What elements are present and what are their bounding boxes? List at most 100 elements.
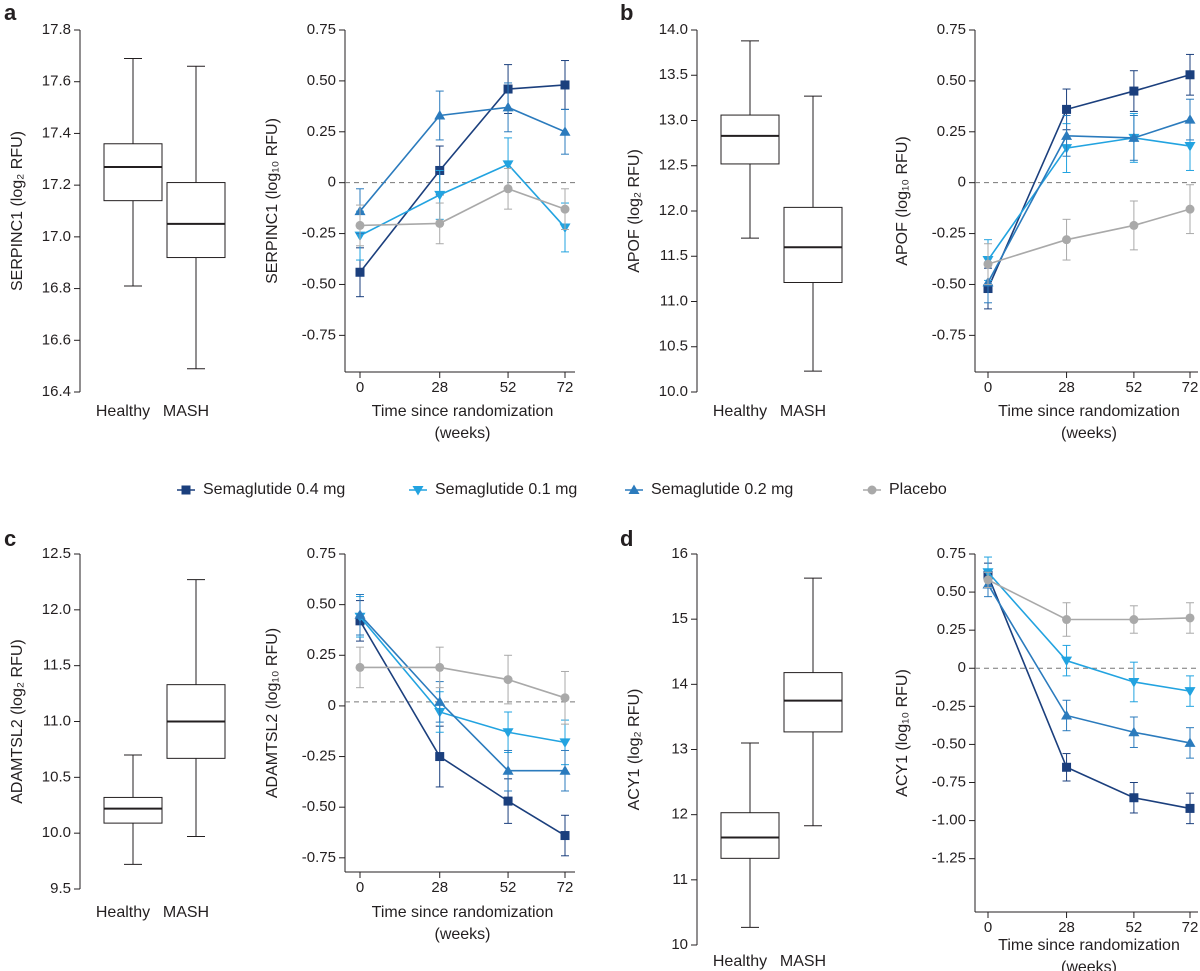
marker — [434, 110, 446, 120]
marker — [560, 80, 570, 90]
y-tick-label: 9.5 — [50, 880, 71, 897]
y-tick-label: 12 — [671, 806, 688, 823]
series-line — [359, 614, 565, 772]
panel-label: b — [620, 0, 633, 25]
marker — [434, 696, 446, 706]
x-tick-label: Healthy — [713, 403, 767, 420]
box — [720, 114, 780, 165]
marker — [1129, 220, 1139, 230]
x-axis-label: Time since randomization — [372, 904, 554, 921]
x-tick-label: 28 — [431, 879, 448, 896]
y-tick-label: 16 — [671, 545, 688, 562]
y-tick-label: 17.8 — [42, 21, 71, 38]
legend-label: Semaglutide 0.1 mg — [435, 481, 577, 498]
panel-label: a — [4, 0, 17, 25]
y-tick-label: 11.0 — [43, 712, 71, 729]
y-tick-label: 0.75 — [937, 21, 966, 38]
marker — [1061, 709, 1073, 720]
legend-label: Semaglutide 0.4 mg — [203, 481, 345, 498]
x-tick-label: 72 — [1182, 919, 1199, 936]
x-tick-label: 72 — [557, 879, 574, 896]
y-tick-label: 16.4 — [42, 383, 71, 400]
marker — [503, 675, 513, 685]
y-axis-label: ACY1 (log₁₀ RFU) — [894, 669, 911, 797]
marker — [983, 575, 993, 585]
y-tick-label: 11.5 — [660, 247, 688, 264]
y-axis-label: APOF (log₁₀ RFU) — [894, 136, 911, 265]
marker — [435, 218, 445, 228]
y-axis-label: SERPINC1 (log₂ RFU) — [9, 131, 26, 291]
y-tick-label: 10.0 — [42, 824, 71, 841]
marker — [355, 220, 365, 230]
panel-label: c — [4, 526, 16, 551]
y-tick-label: 13 — [671, 740, 688, 757]
y-tick-label: 14.0 — [659, 21, 688, 38]
y-tick-label: 0 — [958, 659, 966, 676]
y-tick-label: 15 — [671, 610, 688, 627]
y-tick-label: -0.50 — [932, 275, 966, 292]
marker — [502, 765, 514, 775]
series-line — [360, 666, 566, 699]
y-tick-label: -0.75 — [302, 326, 336, 343]
x-tick-label: MASH — [780, 953, 826, 970]
box — [103, 796, 163, 824]
y-tick-label: 17.2 — [42, 176, 71, 193]
box — [103, 143, 163, 202]
x-tick-label: 52 — [1126, 379, 1143, 396]
y-tick-label: 0.25 — [307, 646, 336, 663]
y-tick-label: -0.25 — [302, 225, 336, 242]
marker — [502, 101, 514, 112]
marker — [560, 831, 570, 841]
y-tick-label: 0.25 — [307, 123, 336, 140]
y-axis-label: ADAMTSL2 (log₁₀ RFU) — [264, 628, 281, 798]
y-tick-label: 0.75 — [307, 545, 336, 562]
x-tick-label: 72 — [557, 379, 574, 396]
series-line — [987, 584, 1191, 744]
y-tick-label: -0.50 — [302, 275, 336, 292]
series-line — [987, 571, 1191, 692]
legend-label: Semaglutide 0.2 mg — [651, 481, 793, 498]
x-tick-label: MASH — [163, 904, 209, 921]
marker — [560, 204, 570, 214]
y-tick-label: -0.50 — [932, 735, 966, 752]
x-axis-label: (weeks) — [1061, 425, 1117, 442]
marker — [559, 126, 571, 136]
y-tick-label: 17.4 — [42, 124, 71, 141]
marker — [867, 485, 877, 495]
x-tick-label: 28 — [431, 379, 448, 396]
marker — [1185, 803, 1195, 813]
marker — [181, 485, 191, 495]
panel-label: d — [620, 526, 633, 551]
marker — [1128, 132, 1140, 142]
x-tick-label: MASH — [163, 403, 209, 420]
marker — [1062, 762, 1072, 772]
y-tick-label: 12.0 — [42, 601, 71, 618]
marker — [560, 693, 570, 703]
x-tick-label: MASH — [780, 403, 826, 420]
marker — [628, 484, 640, 494]
y-tick-label: 12.5 — [42, 545, 71, 562]
box — [166, 182, 226, 259]
y-axis-label: ACY1 (log₂ RFU) — [626, 689, 643, 811]
marker — [1129, 793, 1139, 803]
marker — [1061, 656, 1073, 667]
series-line — [359, 84, 566, 273]
box — [783, 206, 843, 283]
marker — [502, 160, 514, 170]
x-tick-label: 0 — [356, 379, 364, 396]
marker — [435, 662, 445, 672]
x-tick-label: 52 — [500, 879, 517, 896]
x-tick-label: 52 — [1126, 919, 1143, 936]
series-line — [359, 620, 566, 837]
marker — [1184, 687, 1196, 697]
marker — [1062, 235, 1072, 245]
marker — [503, 796, 513, 806]
y-tick-label: 0.25 — [937, 123, 966, 140]
y-tick-label: 13.0 — [659, 111, 688, 128]
marker — [1185, 204, 1195, 214]
y-tick-label: 10 — [671, 936, 688, 953]
y-tick-label: 10.5 — [659, 338, 688, 355]
x-axis-label: (weeks) — [1061, 959, 1117, 971]
y-tick-label: 0.25 — [937, 621, 966, 638]
y-tick-label: 0.50 — [937, 583, 966, 600]
